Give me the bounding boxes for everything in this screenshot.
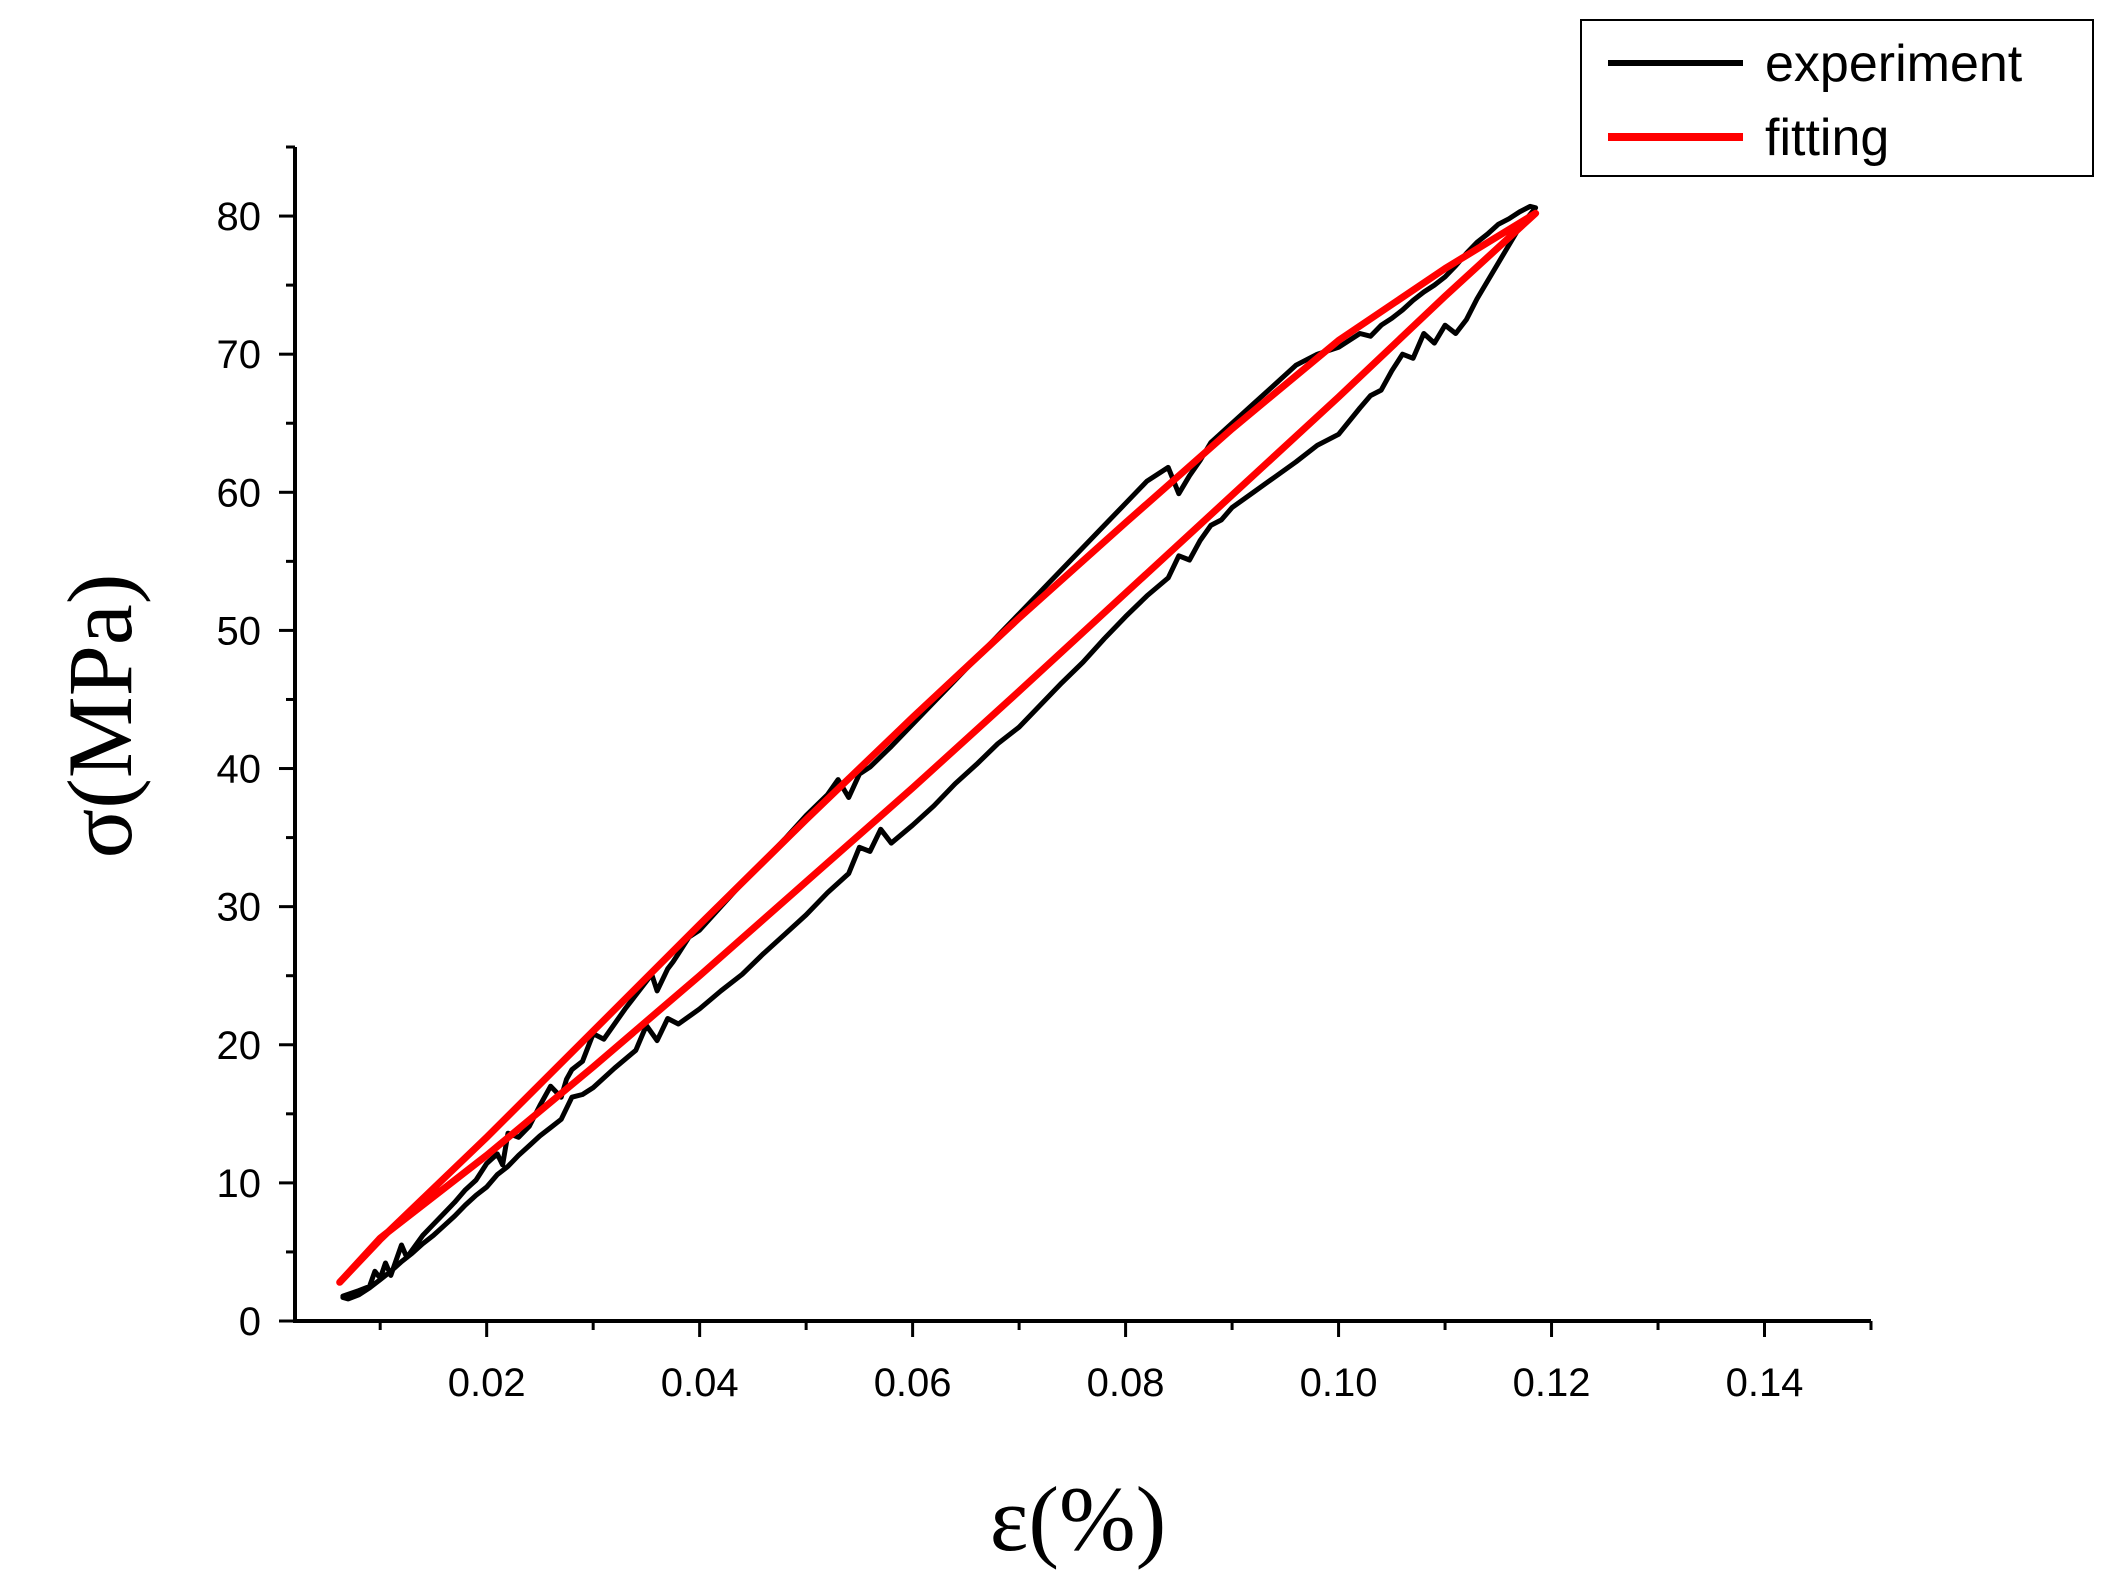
x-axis-title: ε(%) bbox=[990, 1468, 1167, 1570]
x-tick-label: 0.04 bbox=[661, 1361, 739, 1405]
legend-label-experiment: experiment bbox=[1765, 35, 2023, 93]
x-tick-label: 0.14 bbox=[1726, 1361, 1804, 1405]
y-tick-label: 20 bbox=[217, 1024, 262, 1068]
x-tick-label: 0.12 bbox=[1513, 1361, 1591, 1405]
y-tick-label: 0 bbox=[239, 1300, 261, 1344]
y-tick-label: 70 bbox=[217, 333, 262, 377]
y-tick-label: 80 bbox=[217, 195, 262, 239]
axes: 0.02 0.04 0.06 0.08 0.10 0.12 0.14 0 10 20 30 40 50 6… bbox=[217, 145, 1873, 1405]
legend-box bbox=[1580, 19, 2094, 177]
legend-label-fitting: fitting bbox=[1765, 109, 1889, 167]
x-tick-label: 0.10 bbox=[1300, 1361, 1378, 1405]
series-line-experiment bbox=[340, 203, 1539, 1302]
y-tick-label: 50 bbox=[217, 609, 262, 653]
data-series-layer bbox=[336, 203, 1540, 1302]
y-tick-label: 40 bbox=[217, 748, 262, 792]
y-axis-title: σ(MPa) bbox=[49, 574, 151, 859]
x-tick-label: 0.02 bbox=[448, 1361, 526, 1405]
y-tick-label: 60 bbox=[217, 471, 262, 515]
legend: experiment fitting bbox=[1580, 19, 2094, 177]
x-tick-label: 0.08 bbox=[1087, 1361, 1165, 1405]
series-line-fitting bbox=[336, 209, 1540, 1286]
y-tick-label: 10 bbox=[217, 1162, 262, 1206]
y-tick-label: 30 bbox=[217, 886, 262, 930]
x-tick-label: 0.06 bbox=[874, 1361, 952, 1405]
